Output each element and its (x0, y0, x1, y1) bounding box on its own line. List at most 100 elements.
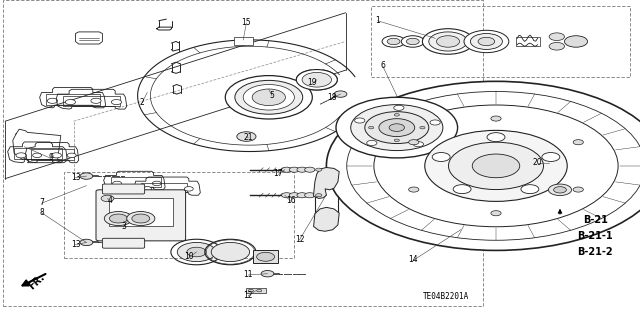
FancyBboxPatch shape (102, 184, 145, 194)
Circle shape (65, 100, 76, 105)
Text: 19: 19 (307, 78, 317, 87)
Circle shape (47, 98, 58, 103)
Circle shape (316, 168, 322, 171)
Circle shape (347, 92, 640, 240)
Circle shape (177, 242, 216, 262)
Circle shape (413, 142, 424, 147)
Circle shape (289, 193, 300, 198)
Circle shape (289, 167, 300, 172)
Circle shape (367, 140, 377, 145)
Circle shape (453, 185, 471, 194)
Circle shape (389, 124, 404, 131)
Circle shape (369, 126, 374, 129)
Circle shape (491, 211, 501, 216)
Text: 16: 16 (286, 197, 296, 205)
Circle shape (355, 118, 365, 123)
Text: 4: 4 (108, 197, 113, 205)
Circle shape (549, 33, 564, 41)
Circle shape (394, 105, 404, 110)
Text: 13: 13 (70, 240, 81, 249)
Text: 8: 8 (39, 208, 44, 217)
Text: 15: 15 (241, 18, 252, 27)
FancyBboxPatch shape (102, 238, 145, 248)
Text: 21: 21 (244, 133, 253, 142)
Circle shape (491, 116, 501, 121)
Circle shape (257, 289, 262, 292)
Bar (538, 174, 595, 206)
Circle shape (470, 33, 502, 49)
Circle shape (379, 119, 415, 137)
Circle shape (132, 214, 150, 223)
Circle shape (449, 142, 543, 189)
Circle shape (432, 152, 450, 161)
Text: 2: 2 (140, 98, 145, 107)
Circle shape (80, 173, 93, 179)
Text: 20: 20 (532, 158, 543, 167)
Bar (371, 6, 630, 77)
Bar (63, 96, 120, 106)
Circle shape (548, 184, 572, 196)
Circle shape (549, 42, 564, 50)
Circle shape (91, 98, 101, 103)
Circle shape (305, 167, 315, 172)
Text: 17: 17 (273, 169, 284, 178)
Circle shape (420, 126, 425, 129)
Circle shape (113, 181, 122, 186)
Circle shape (257, 252, 275, 261)
Circle shape (464, 30, 509, 53)
Bar (253, 250, 278, 263)
Circle shape (365, 112, 429, 144)
Circle shape (394, 114, 399, 116)
Circle shape (235, 80, 303, 114)
Circle shape (573, 140, 584, 145)
Text: 1: 1 (375, 16, 380, 25)
Bar (3, 0, 483, 306)
Circle shape (305, 193, 315, 198)
Text: 5: 5 (269, 91, 275, 100)
Circle shape (422, 29, 474, 54)
Circle shape (472, 154, 520, 178)
Text: 3: 3 (121, 222, 126, 231)
Circle shape (408, 187, 419, 192)
Circle shape (351, 105, 443, 151)
Bar (46, 94, 100, 105)
Circle shape (51, 153, 61, 158)
Circle shape (184, 187, 193, 191)
Circle shape (554, 187, 566, 193)
Text: 11: 11 (244, 270, 253, 279)
Circle shape (425, 130, 567, 201)
Circle shape (33, 153, 42, 158)
Circle shape (302, 72, 332, 87)
Text: 18: 18 (327, 93, 336, 102)
Circle shape (430, 120, 440, 125)
Circle shape (542, 152, 560, 161)
Circle shape (109, 214, 127, 223)
Circle shape (564, 36, 588, 47)
Bar (234, 37, 253, 45)
Circle shape (80, 239, 93, 246)
Text: B-21-2: B-21-2 (577, 247, 613, 257)
Text: 6: 6 (380, 61, 385, 70)
Text: 10: 10 (184, 252, 194, 261)
Circle shape (16, 153, 26, 158)
Circle shape (261, 271, 274, 277)
Circle shape (104, 211, 132, 226)
Circle shape (408, 140, 419, 145)
Circle shape (248, 289, 253, 292)
Circle shape (152, 181, 161, 186)
Circle shape (401, 36, 424, 47)
Circle shape (225, 76, 312, 119)
Circle shape (120, 186, 129, 190)
Circle shape (316, 194, 322, 197)
FancyBboxPatch shape (96, 190, 186, 241)
Circle shape (296, 70, 337, 90)
Bar (31, 149, 74, 160)
Circle shape (334, 91, 347, 97)
Text: 13: 13 (70, 173, 81, 182)
Circle shape (187, 247, 206, 257)
Circle shape (573, 187, 584, 192)
Circle shape (237, 132, 256, 141)
Text: 12: 12 (295, 235, 304, 244)
Bar (516, 37, 540, 46)
Circle shape (282, 167, 292, 172)
